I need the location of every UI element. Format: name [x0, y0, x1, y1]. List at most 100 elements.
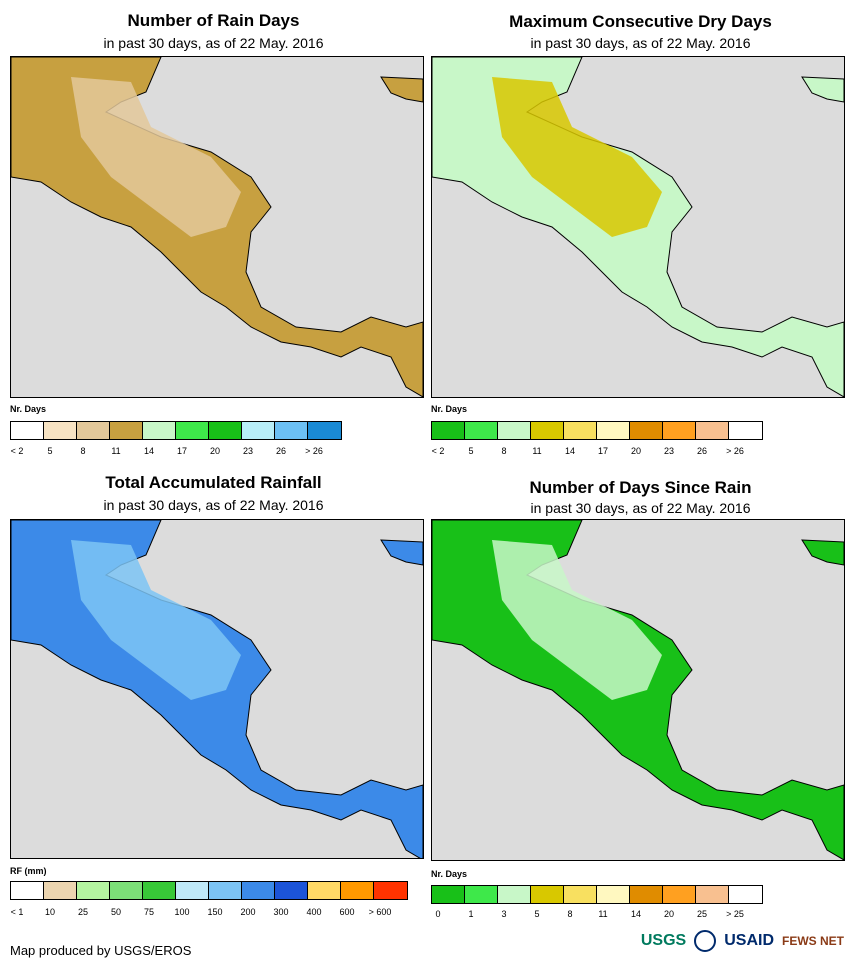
legend-title: Nr. Days	[10, 404, 47, 414]
legend-swatch	[308, 422, 341, 439]
legend-swatch	[663, 886, 696, 903]
panel-title: Maximum Consecutive Dry Days	[509, 12, 772, 31]
land-region	[492, 540, 662, 700]
legend-tick-label: < 2	[431, 446, 445, 456]
panel-title: Total Accumulated Rainfall	[105, 473, 322, 492]
legend-swatch	[176, 882, 209, 899]
legend-tick-label: > 26	[726, 446, 744, 456]
legend-bar	[431, 885, 763, 904]
legend-tick-label: 20	[663, 909, 675, 919]
legend-swatch	[110, 882, 143, 899]
legend-tick-label: 100	[174, 907, 190, 917]
legend-tick-label: 26	[696, 446, 708, 456]
legend-tick-label: 10	[44, 907, 56, 917]
map-svg	[432, 520, 844, 860]
legend-tick-label: > 600	[368, 907, 392, 917]
panel-subtitle: in past 30 days, as of 22 May. 2016	[103, 497, 324, 513]
legend-tick-label: > 25	[726, 909, 744, 919]
map-svg	[11, 57, 423, 397]
legend-tick-label: 11	[111, 446, 121, 456]
legend-tick-label: 11	[598, 909, 608, 919]
legend-tick-label: < 2	[10, 446, 24, 456]
legend-swatch	[729, 886, 762, 903]
legend-tick-label: < 1	[10, 907, 24, 917]
legend-tick-label: 25	[696, 909, 708, 919]
legend-swatch	[143, 882, 176, 899]
legend-tick-label: 14	[564, 446, 576, 456]
legend-swatch	[432, 886, 465, 903]
legend-swatch	[176, 422, 209, 439]
legend-swatch	[729, 422, 762, 439]
land-region	[380, 539, 423, 566]
legend-swatch	[531, 886, 564, 903]
legend-bar	[10, 421, 342, 440]
legend-tick-label: 0	[435, 909, 441, 919]
legend-swatch	[77, 422, 110, 439]
land-region	[71, 77, 241, 237]
panel-rain-days: Number of Rain Days in past 30 days, as …	[0, 0, 427, 470]
map-dry-days	[431, 56, 845, 398]
legend-tick-label: 25	[77, 907, 89, 917]
panel-days-since-rain: Number of Days Since Rain in past 30 day…	[427, 466, 854, 930]
legend-swatch	[44, 422, 77, 439]
legend-tick-label: 8	[501, 446, 507, 456]
panel-rainfall: Total Accumulated Rainfall in past 30 da…	[0, 466, 427, 930]
legend-tick-label: > 26	[305, 446, 323, 456]
logo-strip: USGS USAID FEWS NET	[641, 930, 844, 952]
legend-swatch	[209, 882, 242, 899]
usaid-logo: USAID	[724, 932, 774, 949]
legend-swatch	[11, 882, 44, 899]
map-svg	[11, 520, 423, 858]
legend-swatch	[308, 882, 341, 899]
legend-swatch	[597, 886, 630, 903]
land-region	[492, 77, 662, 237]
legend-swatch	[275, 422, 308, 439]
panel-title: Number of Days Since Rain	[529, 478, 752, 497]
legend-swatch	[209, 422, 242, 439]
land-region	[380, 76, 423, 103]
legend-swatch	[663, 422, 696, 439]
legend-swatch	[498, 422, 531, 439]
land-region	[801, 539, 844, 566]
legend-swatch	[630, 886, 663, 903]
legend-swatch	[498, 886, 531, 903]
legend-tick-label: 14	[630, 909, 642, 919]
legend-title: RF (mm)	[10, 866, 47, 876]
legend-swatch	[374, 882, 407, 899]
legend-title: Nr. Days	[431, 869, 468, 879]
legend-tick-label: 26	[275, 446, 287, 456]
legend-swatch	[696, 422, 729, 439]
legend-tick-label: 1	[468, 909, 474, 919]
legend-swatch	[341, 882, 374, 899]
legend-swatch	[110, 422, 143, 439]
legend-swatch	[275, 882, 308, 899]
legend-swatch	[465, 422, 498, 439]
legend-tick-label: 150	[207, 907, 223, 917]
legend-swatch	[143, 422, 176, 439]
map-rain-days	[10, 56, 424, 398]
legend-swatch	[11, 422, 44, 439]
legend-bar	[10, 881, 408, 900]
legend-tick-label: 5	[468, 446, 474, 456]
legend-swatch	[77, 882, 110, 899]
legend-swatch	[465, 886, 498, 903]
legend-tick-label: 14	[143, 446, 155, 456]
fews-net-logo: FEWS NET	[782, 934, 844, 948]
legend-swatch	[432, 422, 465, 439]
panel-subtitle: in past 30 days, as of 22 May. 2016	[530, 35, 751, 51]
legend-swatch	[597, 422, 630, 439]
legend-tick-label: 8	[567, 909, 573, 919]
legend-tick-label: 5	[47, 446, 53, 456]
map-days-since-rain	[431, 519, 845, 861]
legend-tick-label: 17	[597, 446, 609, 456]
legend-swatch	[44, 882, 77, 899]
legend-swatch	[531, 422, 564, 439]
legend-swatch	[242, 882, 275, 899]
panel-title: Number of Rain Days	[127, 11, 300, 30]
legend-tick-label: 5	[534, 909, 540, 919]
panel-subtitle: in past 30 days, as of 22 May. 2016	[103, 35, 324, 51]
panel-dry-days: Maximum Consecutive Dry Days in past 30 …	[427, 0, 854, 470]
legend-tick-label: 200	[240, 907, 256, 917]
footer-credit: Map produced by USGS/EROS	[10, 943, 192, 958]
legend-tick-label: 20	[209, 446, 221, 456]
